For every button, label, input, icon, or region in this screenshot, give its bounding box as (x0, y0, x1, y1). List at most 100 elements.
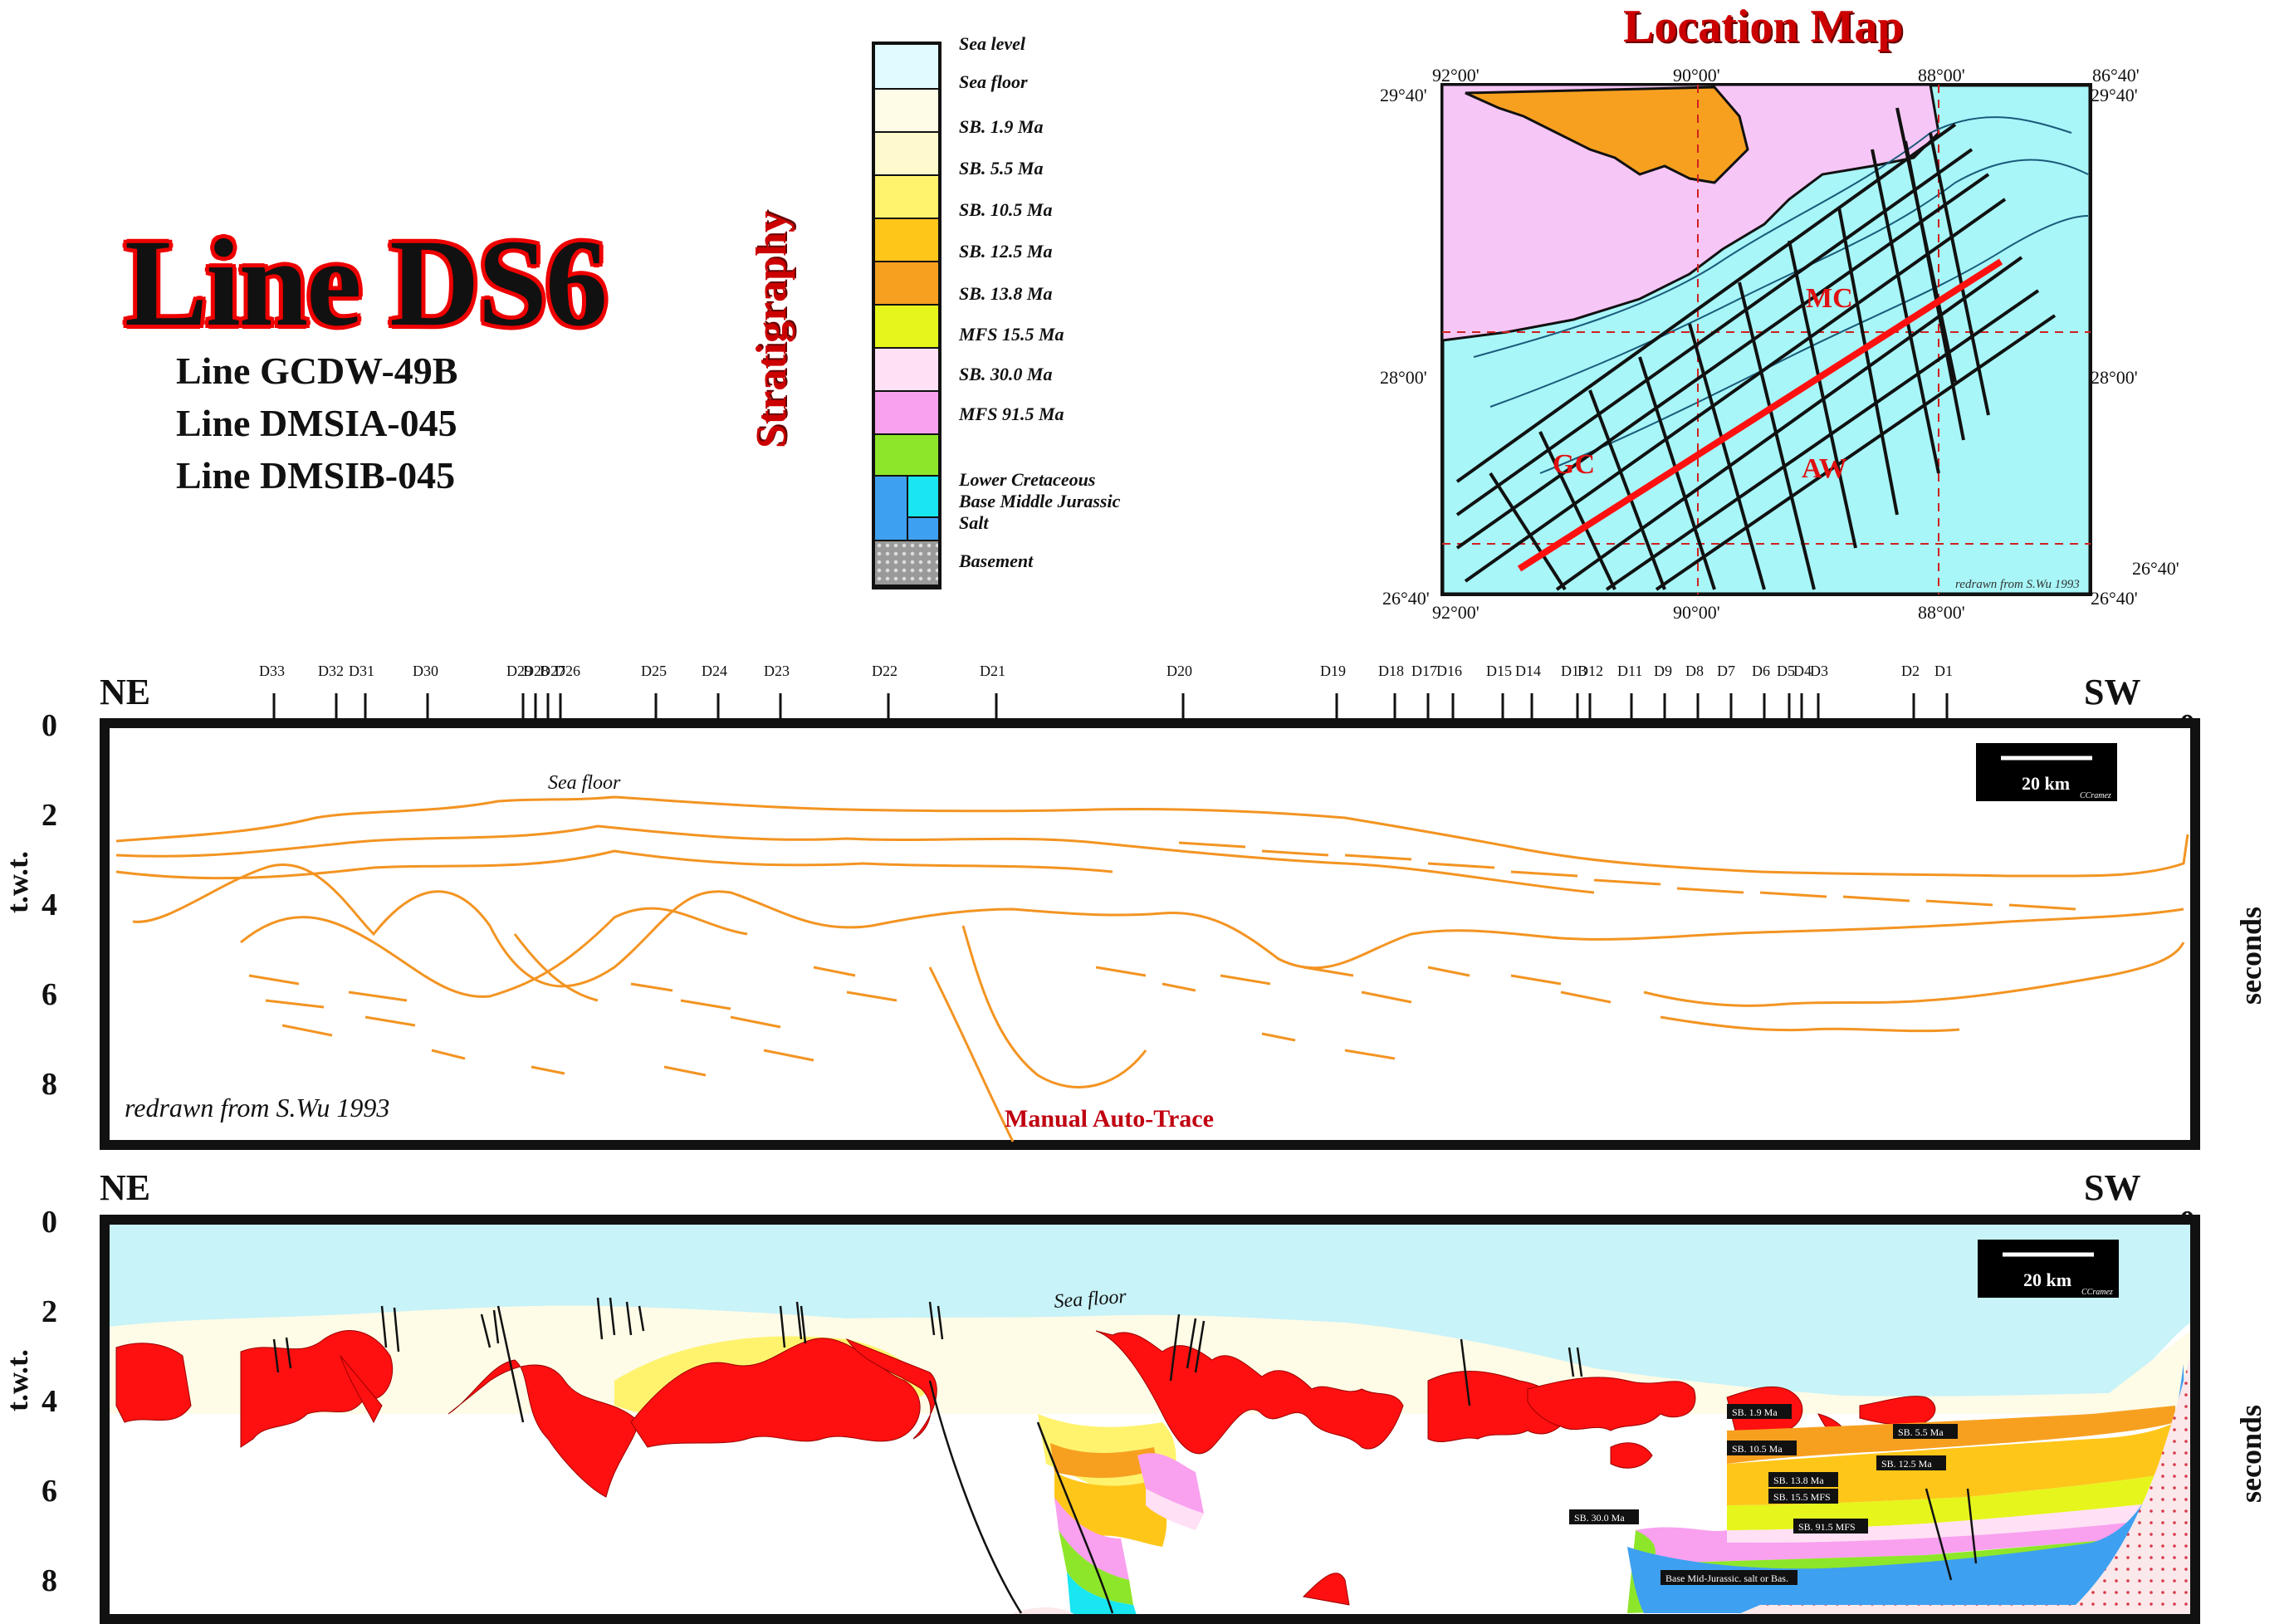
bottom-scale-bar: 20 km (2023, 1269, 2071, 1290)
legend-swatch-sea-level (875, 45, 938, 90)
top-center-label: Manual Auto-Trace (1005, 1105, 1214, 1132)
well-label: D2 (1901, 663, 1920, 679)
bottom-sea-floor-label: Sea floor (1054, 1286, 1128, 1313)
map-coord: 92°00' (1432, 602, 1480, 623)
map-coord: 90°00' (1673, 602, 1720, 623)
location-map-title: Location Map (1623, 1, 1904, 52)
well-label: D18 (1378, 663, 1404, 679)
map-coord: 29°40' (1380, 85, 1427, 105)
line-name-2: Line DMSIA-045 (176, 402, 457, 444)
well-label: D1 (1934, 663, 1953, 679)
top-scale-bar: 20 km (2022, 773, 2070, 794)
horizon-label: SB. 30.0 Ma (1574, 1512, 1625, 1524)
map-coord: 28°00' (2091, 367, 2138, 388)
top-tick-4: 4 (42, 888, 57, 922)
legend-label: Lower Cretaceous (959, 469, 1096, 490)
bottom-section-sw-label: SW (2084, 1167, 2141, 1208)
legend-label: Base Middle Jurassic (959, 491, 1121, 511)
legend-swatch-sb-5-5 (875, 176, 938, 219)
map-coord: 92°00' (1432, 65, 1480, 86)
well-label: D33 (259, 663, 285, 679)
well-label: D26 (555, 663, 580, 679)
legend-label: SB. 5.5 Ma (959, 158, 1044, 179)
well-label: D24 (702, 663, 727, 679)
horizon-label: SB. 15.5 MFS (1773, 1491, 1831, 1503)
top-tick-8: 8 (42, 1067, 57, 1102)
map-coord: 86°40' (2092, 65, 2140, 86)
well-label: D31 (349, 663, 374, 679)
horizon-label: SB. 10.5 Ma (1732, 1443, 1783, 1455)
top-scale-credit: CCramez (2080, 791, 2111, 800)
map-coord: 88°00' (1918, 65, 1965, 86)
well-label: D28 (523, 663, 549, 679)
map-coord: 88°00' (1918, 602, 1965, 623)
well-label: D30 (413, 663, 438, 679)
map-coord: 26°40' (1382, 588, 1430, 609)
bottom-left-axis-name: t.w.t. (1, 1349, 34, 1411)
well-label: D4 (1793, 663, 1812, 679)
horizon-label: Base Mid-Jurassic. salt or Bas. (1665, 1573, 1788, 1584)
horizon-label: SB. 12.5 Ma (1881, 1458, 1932, 1470)
line-name-1: Line GCDW-49B (176, 350, 458, 392)
legend-label: SB. 12.5 Ma (959, 241, 1053, 262)
well-label: D12 (1577, 663, 1603, 679)
page-title: Line DS6 (125, 214, 608, 352)
legend-label: SB. 13.8 Ma (959, 283, 1053, 304)
horizon-label: SB. 13.8 Ma (1773, 1475, 1824, 1486)
top-sea-floor-label: Sea floor (548, 772, 621, 794)
legend-swatch-sb-12-5 (875, 262, 938, 306)
top-left-axis-name: t.w.t. (1, 851, 34, 913)
well-label: D7 (1717, 663, 1735, 679)
well-label: D13 (1561, 663, 1587, 679)
bottom-interpretation-section: Sea floor SB. 1.9 Ma SB. 5.5 Ma SB. 10.5… (100, 1215, 2200, 1624)
map-coord: 90°00' (1673, 65, 1720, 86)
map-coord: 26°40' (2091, 588, 2138, 609)
legend-swatch-base-middle-jurassic (908, 477, 938, 518)
well-label: D17 (1411, 663, 1437, 679)
well-label: D19 (1320, 663, 1346, 679)
bottom-tick-2: 2 (42, 1294, 57, 1329)
well-label: D9 (1654, 663, 1672, 679)
legend-label: SB. 1.9 Ma (959, 116, 1044, 137)
top-tick-2: 2 (42, 798, 57, 833)
bottom-tick-6: 6 (42, 1474, 57, 1509)
map-region-aw: AW (1802, 453, 1847, 484)
legend-swatch-mfs-15-5 (875, 349, 938, 392)
legend-label: MFS 15.5 Ma (959, 324, 1064, 345)
top-seismic-section: Sea floor redrawn from S.Wu 1993 Manual … (100, 718, 2200, 1150)
well-label: D15 (1486, 663, 1512, 679)
top-right-axis-name: seconds (2234, 906, 2267, 1005)
line-name-3: Line DMSIB-045 (176, 454, 456, 496)
well-label: D5 (1777, 663, 1795, 679)
well-label: D3 (1810, 663, 1828, 679)
top-section-sw-label: SW (2084, 672, 2141, 712)
legend-label: MFS 91.5 Ma (959, 404, 1064, 424)
well-label: D16 (1436, 663, 1462, 679)
horizon-label: SB. 5.5 Ma (1898, 1426, 1944, 1438)
well-label: D8 (1685, 663, 1704, 679)
well-label: D11 (1617, 663, 1643, 679)
bottom-tick-8: 8 (42, 1563, 57, 1598)
map-region-mc: MC (1806, 283, 1853, 314)
legend-label: SB. 30.0 Ma (959, 364, 1053, 384)
bottom-section-ne-label: NE (100, 1167, 151, 1208)
top-tick-6: 6 (42, 977, 57, 1012)
legend-swatch-sb-10-5 (875, 219, 938, 262)
well-label: D6 (1752, 663, 1770, 679)
legend-label: Sea level (959, 33, 1026, 54)
stratigraphy-legend (872, 42, 942, 589)
stratigraphy-title: Stratigraphy (748, 211, 795, 448)
well-label: D23 (764, 663, 790, 679)
legend-swatch-sb-30 (875, 392, 938, 435)
map-region-gc: GC (1553, 449, 1595, 480)
map-coord: 29°40' (2091, 85, 2138, 105)
top-section-credit: redrawn from S.Wu 1993 (125, 1093, 389, 1123)
map-credit: redrawn from S.Wu 1993 (1955, 578, 2080, 591)
legend-swatch-sb-13-8 (875, 306, 938, 349)
legend-swatch-mfs-91-5 (875, 435, 938, 477)
legend-swatch-sb-1-9 (875, 133, 938, 176)
horizon-labels: SB. 1.9 Ma SB. 5.5 Ma SB. 10.5 Ma SB. 12… (1569, 1404, 1958, 1585)
well-label: D27 (540, 663, 565, 679)
horizon-label: SB. 1.9 Ma (1732, 1406, 1778, 1418)
horizon-label: SB. 91.5 MFS (1798, 1521, 1856, 1533)
